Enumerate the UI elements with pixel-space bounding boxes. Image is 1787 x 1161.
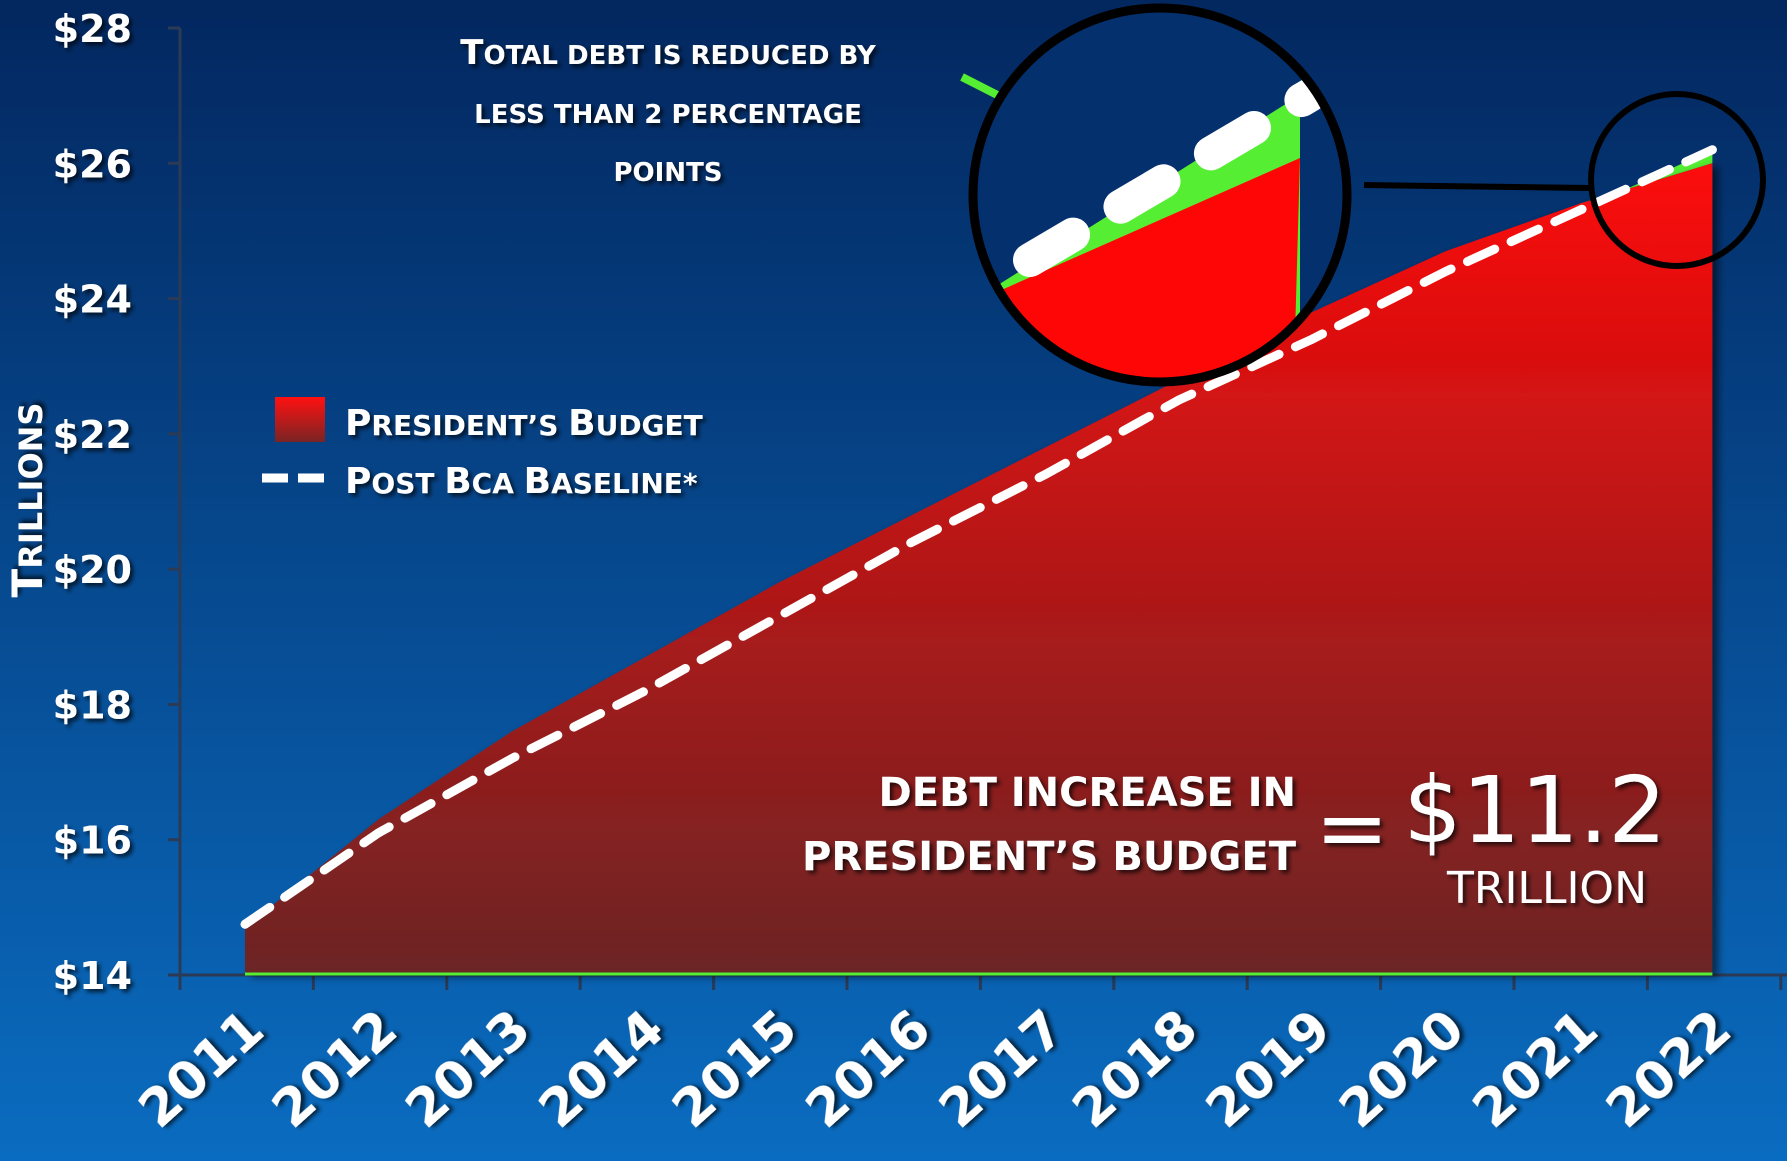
y-tick-label: $22 [53,413,132,457]
equals-sign: = [1315,776,1389,879]
callout-line-3: POINTS [613,158,722,188]
legend-label-baseline: POST BCA BASELINE* [345,461,698,502]
y-tick-label: $16 [53,819,132,863]
legend-label-presidents-budget: PRESIDENT’S BUDGET [345,403,703,444]
debt-unit: TRILLION [1446,863,1647,914]
y-tick-label: $20 [53,548,132,592]
y-tick-label: $28 [53,7,132,51]
debt-amount: $11.2 [1403,757,1666,864]
legend-swatch-presidents-budget [275,397,325,442]
y-tick-label: $14 [53,954,132,998]
y-tick-label: $24 [53,278,132,322]
debt-label-line-2: PRESIDENT’S BUDGET [802,834,1297,880]
debt-label-line-1: DEBT INCREASE IN [879,770,1296,816]
callout-line-2: LESS THAN 2 PERCENTAGE [474,100,862,130]
y-tick-label: $18 [53,683,132,727]
y-tick-label: $26 [53,142,132,186]
zoom-connector-line [1364,185,1590,188]
